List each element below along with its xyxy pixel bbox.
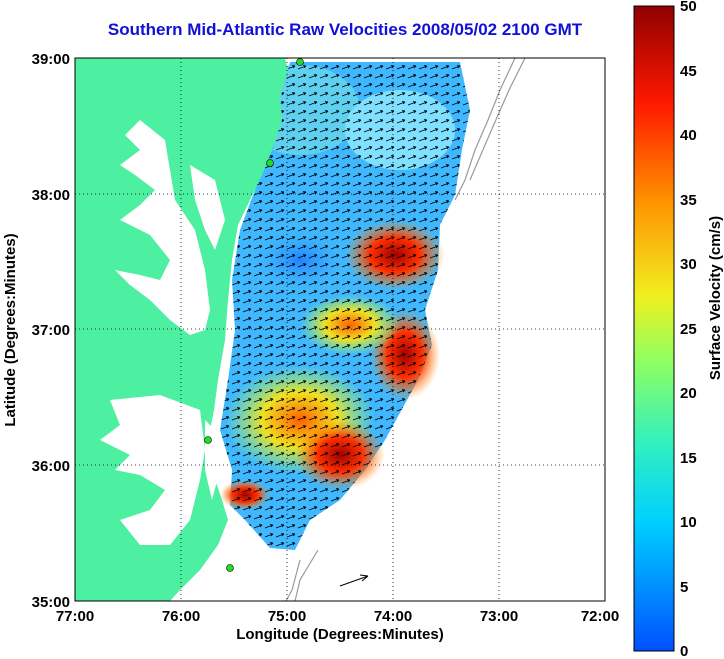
scale-arrow (339, 574, 369, 587)
colorbar-tick: 25 (680, 321, 697, 338)
y-axis: 39:00 38:00 37:00 36:00 35:00 Latitude (… (2, 51, 70, 611)
y-tick-label: 38:00 (32, 187, 70, 204)
y-tick-label: 36:00 (32, 458, 70, 475)
colorbar-tick: 0 (680, 643, 688, 659)
colorbar-tick: 40 (680, 127, 697, 144)
grid-lines (75, 58, 605, 601)
y-tick-label: 37:00 (32, 322, 70, 339)
x-axis-label: Longitude (Degrees:Minutes) (236, 626, 444, 643)
x-axis: 77:00 76:00 75:00 74:00 73:00 72:00 Long… (56, 608, 619, 643)
x-tick-label: 72:00 (581, 608, 619, 625)
y-tick-label: 39:00 (32, 51, 70, 68)
y-axis-label: Latitude (Degrees:Minutes) (2, 233, 19, 426)
colorbar-label: Surface Velocity (cm/s) (707, 216, 724, 380)
y-tick-label: 35:00 (32, 594, 70, 611)
velocity-field (220, 62, 470, 550)
x-tick-label: 75:00 (268, 608, 306, 625)
colorbar: 50 45 40 35 30 25 20 15 10 5 0 Surface V… (633, 0, 724, 659)
colorbar-tick: 15 (680, 450, 697, 467)
x-tick-label: 74:00 (374, 608, 412, 625)
colorbar-tick: 30 (680, 256, 697, 273)
bathymetry-contours (285, 58, 526, 601)
land-mass (75, 58, 288, 601)
colorbar-tick: 35 (680, 192, 697, 209)
colorbar-tick: 45 (680, 63, 697, 80)
colorbar-tick: 20 (680, 385, 697, 402)
map-title: Southern Mid-Atlantic Raw Velocities 200… (107, 20, 583, 39)
x-tick-label: 76:00 (162, 608, 200, 625)
x-tick-label: 73:00 (480, 608, 518, 625)
colorbar-tick: 50 (680, 0, 697, 15)
radar-stations (204, 58, 304, 572)
colorbar-tick: 10 (680, 514, 697, 531)
x-tick-label: 77:00 (56, 608, 94, 625)
colorbar-tick: 5 (680, 579, 688, 596)
